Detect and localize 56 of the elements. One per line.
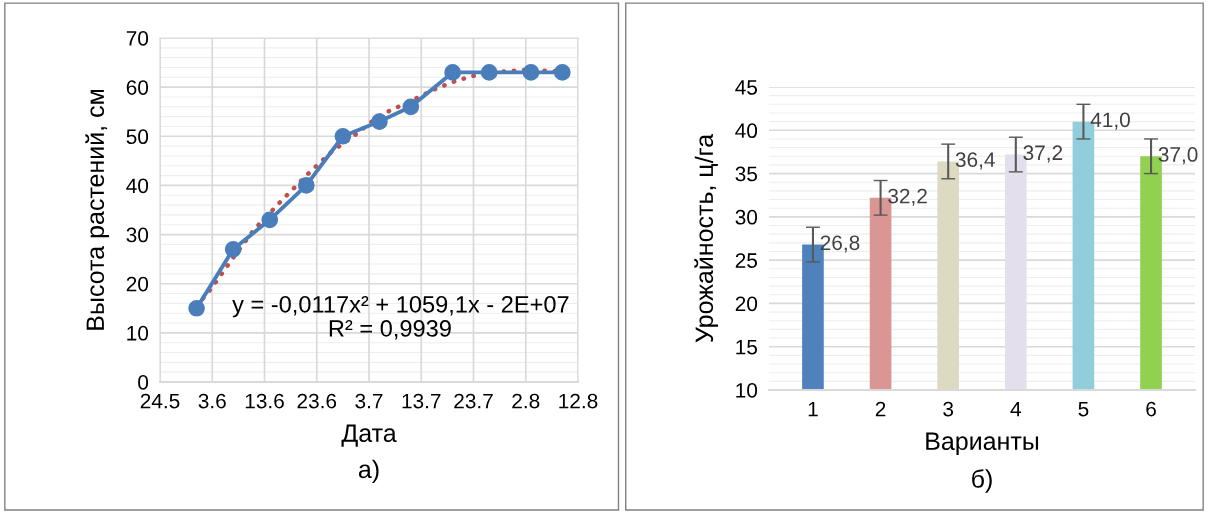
- x-tick-label: 13.6: [245, 393, 284, 409]
- y-tick-label: 50: [126, 129, 149, 145]
- x-tick-label: 3.6: [198, 393, 226, 409]
- y-tick-label: 60: [126, 80, 149, 95]
- x-tick-label: 23.7: [454, 393, 493, 409]
- point: [297, 177, 315, 194]
- y-tick-label: 40: [735, 123, 758, 139]
- point: [402, 98, 420, 116]
- x-tick-label: 3: [943, 401, 954, 417]
- x-tick-label: 1: [808, 401, 818, 417]
- x-tick-label: 2: [875, 401, 886, 417]
- point: [371, 113, 388, 130]
- y-tick-label: 70: [126, 31, 149, 46]
- data-label: 36,4: [955, 152, 995, 170]
- y-tick-label: 15: [736, 339, 758, 355]
- annotation: R² = 0,9939: [329, 320, 451, 340]
- x-tick-label: 12.8: [559, 393, 598, 409]
- y-tick-label: 30: [126, 227, 149, 243]
- y-axis-title: Урожайность, ц/га: [694, 133, 719, 343]
- x-tick-label: 23.6: [297, 393, 337, 409]
- point: [444, 64, 461, 81]
- data-label: 41,0: [1090, 112, 1130, 130]
- y-tick-label: 25: [735, 253, 758, 268]
- x-tick-label: 13.7: [402, 393, 441, 409]
- point: [553, 64, 571, 81]
- y-axis-title: Высота растений, см: [85, 89, 110, 330]
- text: а): [358, 459, 379, 484]
- x-tick-label: 4: [1010, 401, 1021, 417]
- y-tick-label: 10: [127, 325, 149, 341]
- data-label: 26,8: [820, 235, 860, 253]
- text: б): [972, 469, 992, 493]
- y-tick-label: 35: [735, 166, 758, 182]
- data-label: 37,0: [1158, 147, 1198, 165]
- point: [188, 299, 205, 317]
- y-tick-label: 20: [126, 276, 149, 292]
- point: [480, 64, 498, 81]
- y-tick-label: 20: [735, 296, 758, 312]
- y-tick-label: 30: [735, 209, 758, 225]
- x-tick-label: 3.7: [355, 393, 383, 409]
- point: [522, 64, 540, 81]
- x-axis-title: Дата: [341, 424, 397, 447]
- annotation: y = -0,0117x² + 1059,1x - 2E+07: [232, 295, 569, 318]
- x-tick-label: 6: [1146, 401, 1156, 417]
- x-axis-title: Варианты: [926, 432, 1039, 455]
- x-tick-label: 24.5: [140, 393, 180, 409]
- point: [261, 211, 279, 229]
- point: [334, 127, 352, 145]
- x-tick-label: 5: [1078, 401, 1089, 417]
- y-tick-label: 0: [138, 375, 149, 390]
- data-label: 32,2: [888, 188, 927, 206]
- data-label: 37,2: [1023, 145, 1063, 163]
- y-tick-label: 45: [735, 80, 758, 95]
- y-tick-label: 40: [126, 178, 149, 194]
- x-tick-label: 2.8: [512, 393, 540, 409]
- point: [224, 240, 242, 258]
- y-tick-label: 10: [736, 383, 758, 398]
